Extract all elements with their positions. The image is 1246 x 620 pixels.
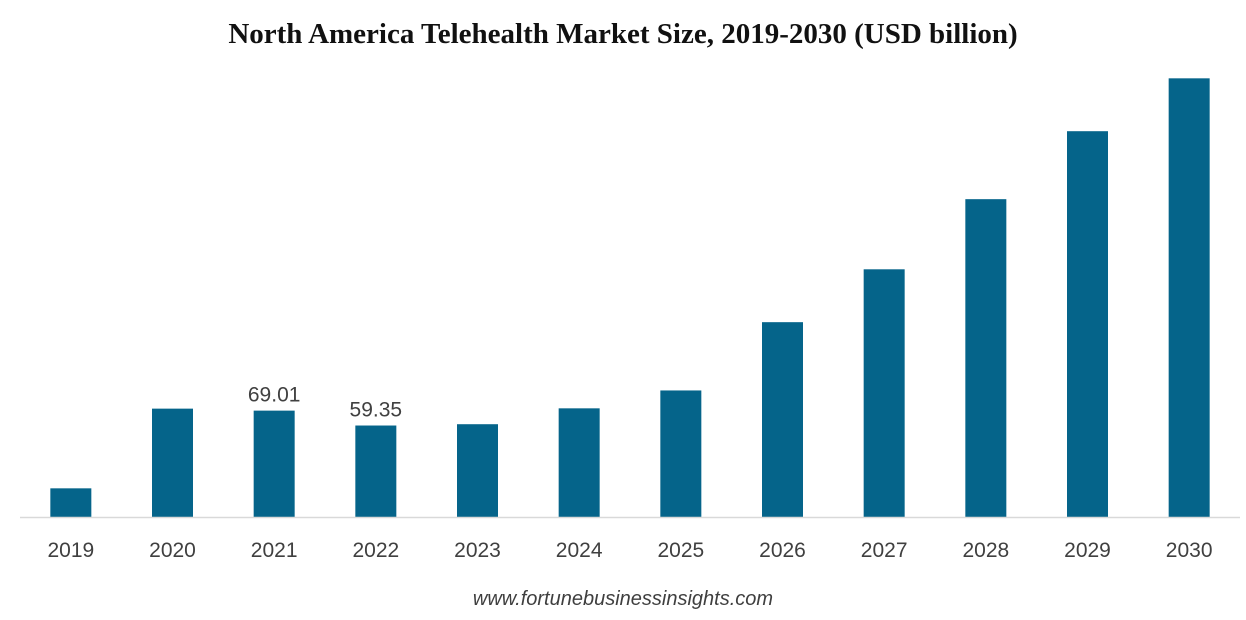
- bar-2025: [660, 390, 702, 517]
- bar-2030: [1168, 78, 1210, 517]
- data-labels-group: 69.01 59.35: [248, 384, 402, 422]
- x-tick-label: 2027: [861, 539, 908, 562]
- x-tick-label: 2021: [251, 539, 298, 562]
- x-tick-label: 2029: [1064, 539, 1111, 562]
- chart-title: North America Telehealth Market Size, 20…: [228, 18, 1018, 50]
- x-tick-label: 2023: [454, 539, 501, 562]
- bar-2019: [50, 488, 92, 517]
- bar-2026: [762, 322, 803, 517]
- bars-group: [50, 78, 1210, 518]
- x-tick-label: 2019: [47, 539, 94, 562]
- data-label: 69.01: [248, 384, 301, 407]
- bar-2028: [965, 199, 1007, 517]
- x-tick-label: 2030: [1166, 539, 1213, 562]
- x-tick-label: 2025: [657, 539, 704, 562]
- data-label: 59.35: [350, 399, 403, 422]
- x-tick-label: 2024: [556, 539, 603, 562]
- x-tick-label: 2020: [149, 539, 196, 562]
- x-tick-label: 2022: [352, 539, 399, 562]
- x-tick-label: 2028: [962, 539, 1009, 562]
- source-url: www.fortunebusinessinsights.com: [472, 588, 774, 610]
- x-tick-labels-group: 2019 2020 2021 2022 2023 2024 2025 2026 2027 2028…: [47, 539, 1212, 562]
- bar-2021: [253, 410, 295, 517]
- bar-2022: [355, 425, 397, 517]
- bar-2024: [558, 408, 600, 517]
- bar-2027: [863, 269, 905, 517]
- bar-2023: [457, 424, 498, 517]
- x-tick-label: 2026: [759, 539, 806, 562]
- bar-2020: [152, 408, 193, 517]
- bar-2029: [1067, 131, 1108, 518]
